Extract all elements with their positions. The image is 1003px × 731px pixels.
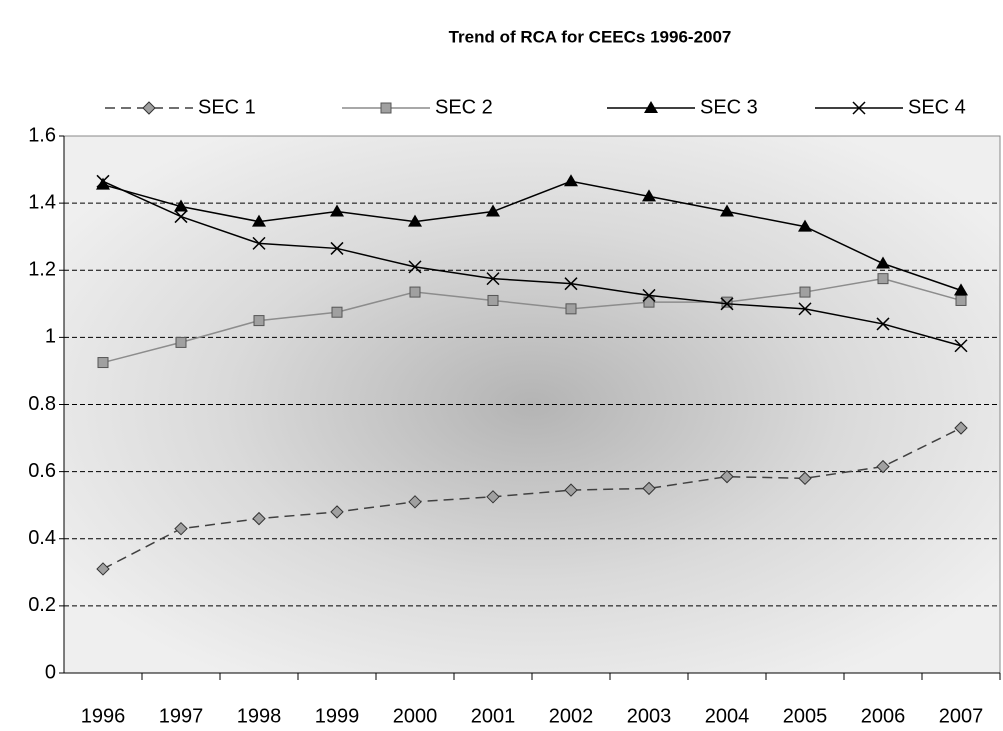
marker (408, 495, 422, 509)
x-tick-label: 2007 (939, 705, 984, 727)
marker (174, 199, 188, 212)
marker (720, 204, 734, 217)
x-tick-label: 2001 (471, 705, 516, 727)
y-tick-label: 1.4 (28, 191, 56, 213)
marker (253, 315, 265, 327)
marker (644, 101, 658, 113)
y-tick-label: 0.4 (28, 527, 56, 549)
marker (330, 505, 344, 519)
marker (330, 241, 344, 255)
series-line (102, 180, 962, 292)
legend-label: SEC 2 (435, 96, 493, 118)
marker (720, 297, 734, 311)
chart-title: Trend of RCA for CEECs 1996-2007 (449, 27, 732, 46)
x-tick-label: 2004 (705, 705, 750, 727)
marker (564, 277, 578, 291)
x-tick-label: 2000 (393, 705, 438, 727)
marker (954, 421, 968, 435)
marker (564, 174, 578, 187)
y-tick-label: 1.2 (28, 259, 56, 281)
y-tick-label: 0 (45, 661, 56, 683)
marker (852, 101, 866, 115)
marker (486, 490, 500, 504)
x-tick-label: 1996 (81, 705, 126, 727)
marker (175, 336, 187, 348)
x-tick-label: 2003 (627, 705, 672, 727)
marker (642, 481, 656, 496)
marker (876, 256, 890, 269)
marker (252, 236, 266, 250)
marker (252, 214, 266, 227)
marker (798, 471, 812, 486)
marker (799, 286, 811, 298)
marker (564, 483, 578, 497)
x-tick-label: 1999 (315, 705, 360, 727)
marker (721, 296, 733, 308)
marker (330, 204, 344, 217)
marker (252, 511, 266, 526)
y-tick-label: 0.6 (28, 460, 56, 482)
marker (142, 101, 156, 115)
marker (96, 562, 110, 576)
series-line (102, 277, 962, 364)
marker (380, 102, 392, 114)
marker (643, 296, 655, 308)
marker (96, 177, 110, 190)
legend-label: SEC 4 (908, 96, 966, 118)
marker (486, 272, 500, 286)
marker (487, 294, 499, 306)
marker (96, 174, 110, 188)
marker (720, 469, 734, 484)
x-tick-label: 1997 (159, 705, 204, 727)
marker (97, 357, 109, 369)
legend-label: SEC 3 (700, 96, 758, 118)
marker (642, 288, 656, 302)
marker (876, 317, 890, 331)
marker (565, 303, 577, 315)
x-tick-label: 2005 (783, 705, 828, 727)
marker (955, 294, 967, 306)
marker (798, 219, 812, 232)
y-tick-label: 0.2 (28, 594, 56, 616)
x-tick-label: 1998 (237, 705, 282, 727)
marker (408, 260, 422, 274)
marker (798, 302, 812, 316)
marker (876, 459, 890, 474)
marker (409, 286, 421, 298)
legend-label: SEC 1 (198, 96, 256, 118)
x-tick-label: 2006 (861, 705, 906, 727)
series-line (102, 427, 962, 570)
y-tick-label: 1.6 (28, 124, 56, 146)
marker (408, 214, 422, 227)
y-tick-label: 1 (45, 326, 56, 348)
x-tick-label: 2002 (549, 705, 594, 727)
series-line (102, 180, 962, 347)
marker (954, 283, 968, 296)
marker (486, 204, 500, 217)
marker (174, 210, 188, 224)
marker (877, 273, 889, 285)
y-tick-label: 0.8 (28, 393, 56, 415)
marker (954, 339, 968, 353)
marker (642, 189, 656, 202)
marker (174, 521, 188, 536)
marker (331, 306, 343, 318)
